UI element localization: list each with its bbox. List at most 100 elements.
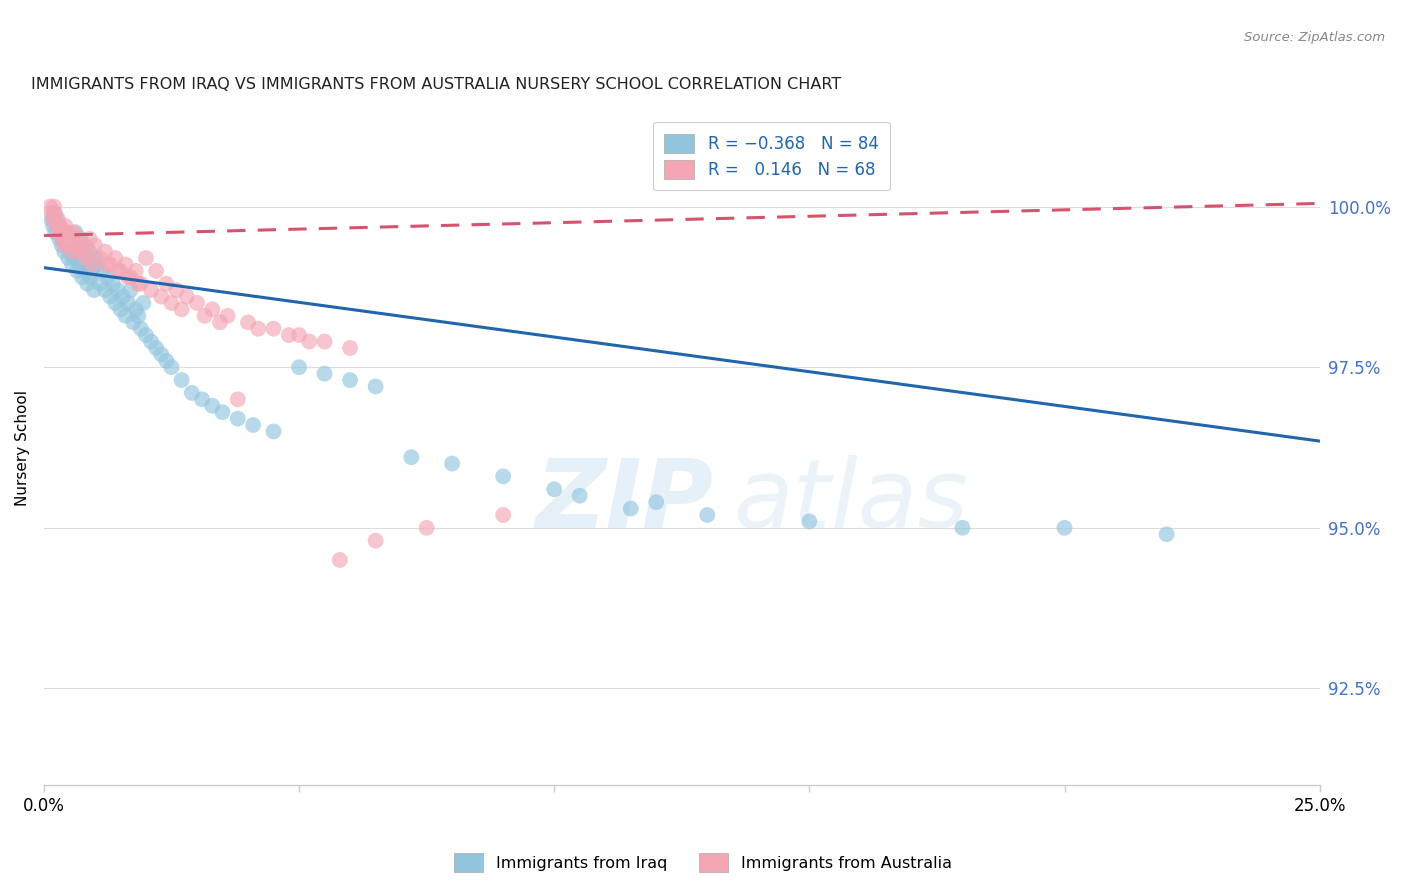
Y-axis label: Nursery School: Nursery School [15,390,30,506]
Point [155,277,177,291]
Point [543,483,565,497]
Point [56,232,79,246]
Point [107,283,129,297]
Point [217,309,239,323]
Point [127,309,149,323]
Point [263,425,285,439]
Point [73,264,96,278]
Point [42,200,65,214]
Point [201,302,224,317]
Point [1156,527,1178,541]
Point [75,238,97,252]
Text: IMMIGRANTS FROM IRAQ VS IMMIGRANTS FROM AUSTRALIA NURSERY SCHOOL CORRELATION CHA: IMMIGRANTS FROM IRAQ VS IMMIGRANTS FROM … [31,78,841,93]
Point [364,379,387,393]
Point [226,411,249,425]
Point [44,225,66,239]
Point [298,334,321,349]
Point [63,251,86,265]
Point [441,457,464,471]
Point [69,232,91,246]
Point [125,264,148,278]
Point [63,238,86,252]
Point [42,212,65,227]
Point [65,225,87,239]
Point [166,283,188,297]
Point [314,334,336,349]
Point [56,238,79,252]
Point [80,270,103,285]
Point [60,257,83,271]
Point [51,232,73,246]
Point [58,238,80,252]
Point [104,296,127,310]
Point [58,232,80,246]
Point [208,315,231,329]
Point [42,219,65,233]
Point [568,489,591,503]
Point [41,206,63,220]
Point [111,289,134,303]
Point [160,296,183,310]
Point [101,277,124,291]
Point [122,315,145,329]
Point [39,200,62,214]
Point [46,212,69,227]
Point [211,405,233,419]
Point [97,257,120,271]
Point [104,251,127,265]
Point [89,277,111,291]
Point [226,392,249,407]
Point [70,238,93,252]
Point [46,219,69,233]
Point [91,264,114,278]
Point [49,219,72,233]
Point [49,225,72,239]
Point [53,238,76,252]
Point [110,264,132,278]
Point [83,283,105,297]
Point [41,212,63,227]
Point [52,225,75,239]
Point [84,251,107,265]
Point [97,270,120,285]
Point [53,244,76,259]
Point [53,219,76,233]
Point [51,238,73,252]
Point [48,225,70,239]
Text: ZIP: ZIP [536,455,713,548]
Point [492,469,515,483]
Point [98,289,121,303]
Point [645,495,668,509]
Point [45,212,67,227]
Point [201,399,224,413]
Point [66,264,89,278]
Point [52,232,75,246]
Point [94,283,117,297]
Point [194,309,217,323]
Point [79,244,101,259]
Point [288,360,311,375]
Point [127,277,149,291]
Point [60,244,83,259]
Point [1053,521,1076,535]
Point [125,302,148,317]
Point [69,244,91,259]
Point [76,277,98,291]
Point [114,309,136,323]
Point [150,289,173,303]
Point [82,257,104,271]
Point [62,238,84,252]
Point [150,347,173,361]
Point [288,328,311,343]
Point [139,334,162,349]
Point [401,450,423,464]
Point [620,501,643,516]
Point [799,515,821,529]
Point [73,251,96,265]
Point [120,270,142,285]
Point [242,417,264,432]
Point [247,321,270,335]
Point [145,341,167,355]
Point [44,206,66,220]
Point [170,302,193,317]
